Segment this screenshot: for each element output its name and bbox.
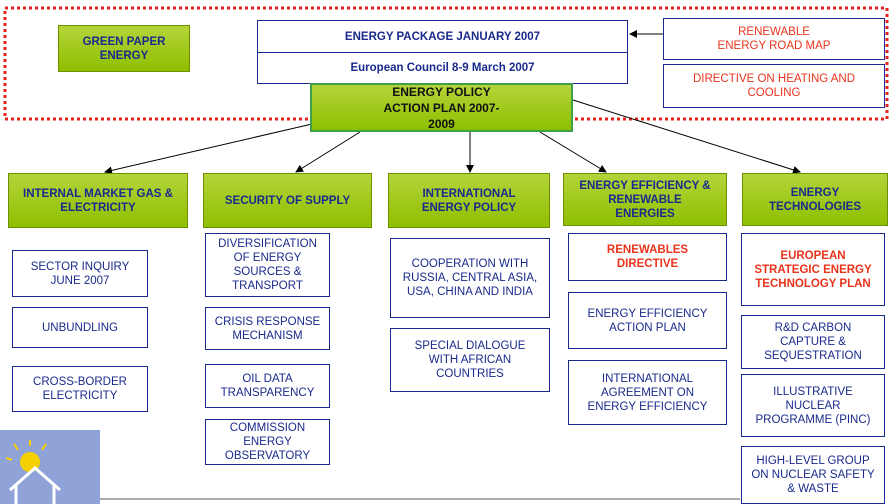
column-header: INTERNAL MARKET GAS & ELECTRICITY bbox=[8, 173, 188, 228]
road-map: RENEWABLE ENERGY ROAD MAP bbox=[663, 18, 885, 60]
arrow bbox=[295, 131, 361, 173]
green-paper: GREEN PAPER ENERGY bbox=[58, 25, 190, 72]
column-item: COMMISSION ENERGY OBSERVATORY bbox=[205, 419, 330, 465]
action-plan: ENERGY POLICY ACTION PLAN 2007-2009 bbox=[310, 83, 573, 132]
column-item: DIVERSIFICATION OF ENERGY SOURCES & TRAN… bbox=[205, 233, 330, 297]
arrow bbox=[104, 123, 313, 175]
column-header: ENERGY EFFICIENCY & RENEWABLE ENERGIES bbox=[563, 173, 727, 226]
arrow bbox=[572, 99, 801, 174]
column-item: CROSS-BORDER ELECTRICITY bbox=[12, 366, 148, 412]
column-item: SPECIAL DIALOGUE WITH AFRICAN COUNTRIES bbox=[390, 328, 550, 392]
arrow bbox=[539, 131, 607, 173]
column-item: CRISIS RESPONSE MECHANISM bbox=[205, 307, 330, 350]
column-item: COOPERATION WITH RUSSIA, CENTRAL ASIA, U… bbox=[390, 238, 550, 318]
logo bbox=[0, 430, 100, 504]
column-header: ENERGY TECHNOLOGIES bbox=[742, 173, 888, 226]
column-item: HIGH-LEVEL GROUP ON NUCLEAR SAFETY & WAS… bbox=[741, 446, 885, 504]
column-item: SECTOR INQUIRY JUNE 2007 bbox=[12, 250, 148, 297]
column-item: EUROPEAN STRATEGIC ENERGY TECHNOLOGY PLA… bbox=[741, 233, 885, 306]
column-header: SECURITY OF SUPPLY bbox=[203, 173, 372, 228]
column-item: RENEWABLES DIRECTIVE bbox=[568, 233, 727, 281]
column-item: R&D CARBON CAPTURE & SEQUESTRATION bbox=[741, 315, 885, 369]
column-item: OIL DATA TRANSPARENCY bbox=[205, 364, 330, 408]
package: ENERGY PACKAGE JANUARY 2007 bbox=[257, 20, 628, 53]
column-header: INTERNATIONAL ENERGY POLICY bbox=[388, 173, 550, 228]
column-item: UNBUNDLING bbox=[12, 307, 148, 348]
council: European Council 8-9 March 2007 bbox=[257, 52, 628, 84]
column-item: ILLUSTRATIVE NUCLEAR PROGRAMME (PINC) bbox=[741, 374, 885, 437]
column-item: ENERGY EFFICIENCY ACTION PLAN bbox=[568, 292, 727, 349]
column-item: INTERNATIONAL AGREEMENT ON ENERGY EFFICI… bbox=[568, 360, 727, 425]
heating: DIRECTIVE ON HEATING AND COOLING bbox=[663, 64, 885, 108]
